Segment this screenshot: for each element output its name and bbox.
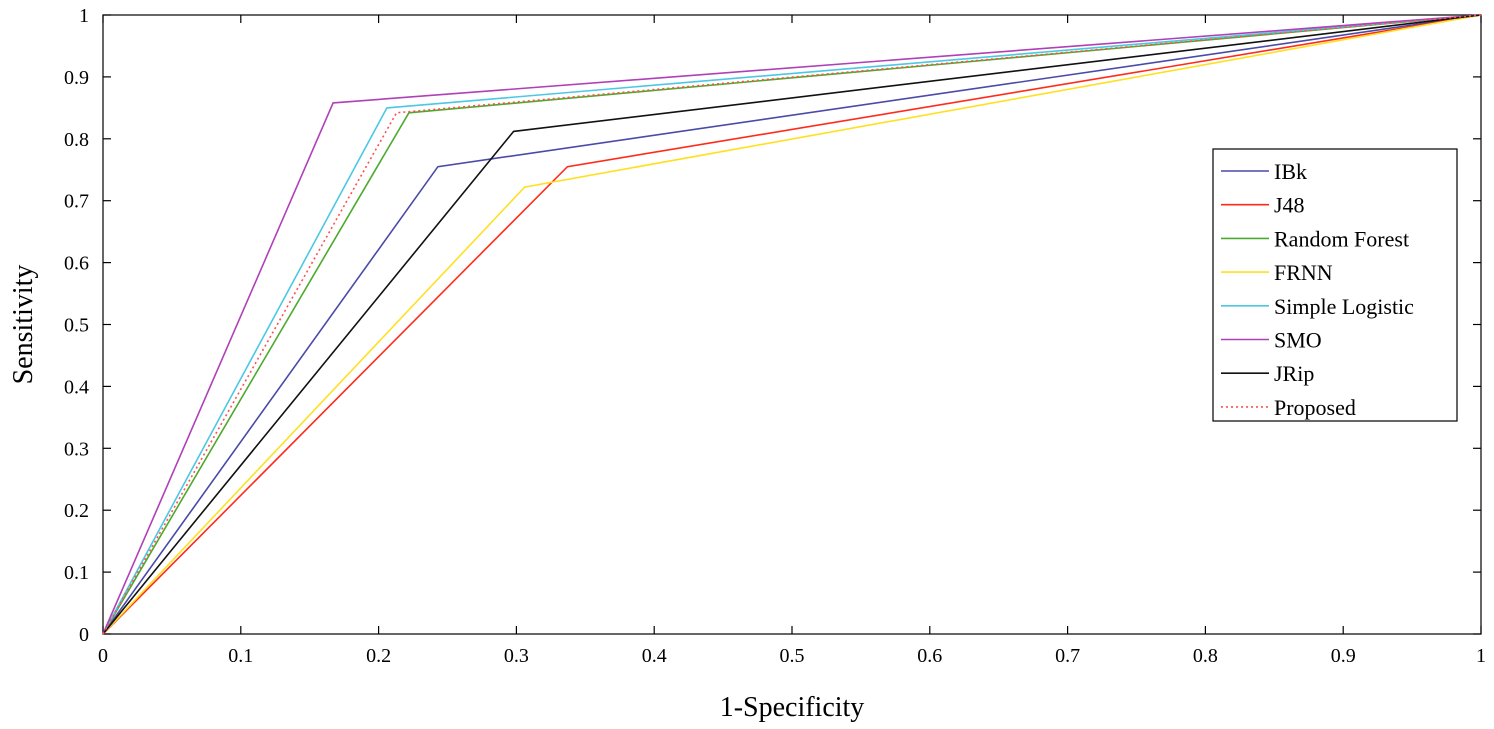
series-line-frnn: [102, 14, 1482, 635]
legend-item: FRNN: [1221, 260, 1333, 285]
y-tick-label: 0.2: [64, 500, 89, 522]
y-tick-label: 0.4: [64, 376, 89, 398]
y-tick-label: 0.3: [64, 438, 89, 460]
legend-label: IBk: [1274, 159, 1307, 184]
legend-label: J48: [1274, 193, 1305, 218]
legend-label: Random Forest: [1274, 226, 1409, 251]
series-line-random-forest: [102, 14, 1482, 635]
y-tick-label: 0.8: [64, 129, 89, 151]
legend-item: SMO: [1221, 328, 1322, 353]
legend-item: IBk: [1221, 159, 1307, 184]
legend-label: JRip: [1274, 361, 1314, 386]
x-tick-label: 0.3: [504, 645, 529, 667]
x-axis-title: 1-Specificity: [720, 692, 865, 723]
x-tick-label: 0.9: [1331, 645, 1356, 667]
y-tick-label: 0.6: [64, 253, 89, 275]
x-axis: 0 0.1 0.2 0.3 0.4 0.5 0.6 0.7 0.8 0.9 1: [98, 15, 1486, 667]
x-tick-label: 0.7: [1055, 645, 1080, 667]
legend-label: SMO: [1274, 328, 1322, 353]
series-line-j48: [102, 14, 1482, 635]
x-tick-label: 0.1: [228, 645, 253, 667]
x-tick-label: 0.6: [917, 645, 942, 667]
x-tick-label: 0.4: [642, 645, 667, 667]
legend-item: Proposed: [1221, 395, 1356, 420]
x-tick-label: 0.8: [1193, 645, 1218, 667]
y-tick-label: 0.7: [64, 191, 89, 213]
x-tick-label: 1: [1476, 645, 1486, 667]
x-tick-label: 0.2: [366, 645, 391, 667]
series-line-simple-logistic: [102, 14, 1482, 635]
y-axis-title: Sensitivity: [8, 265, 39, 385]
y-tick-label: 0.9: [64, 67, 89, 89]
y-tick-label: 0.5: [64, 315, 89, 337]
legend: IBk J48 Random Forest FRNN Simple Logistic SM…: [1212, 148, 1458, 422]
y-tick-label: 0.1: [64, 562, 89, 584]
y-tick-label: 0: [79, 624, 89, 646]
series-layer: [102, 14, 1482, 635]
series-line-smo: [102, 14, 1482, 635]
legend-item: Simple Logistic: [1221, 294, 1414, 319]
legend-label: FRNN: [1274, 260, 1333, 285]
legend-label: Proposed: [1274, 395, 1356, 420]
legend-item: Random Forest: [1221, 226, 1409, 251]
x-tick-label: 0.5: [780, 645, 805, 667]
legend-item: J48: [1221, 193, 1305, 218]
x-tick-label: 0: [98, 645, 108, 667]
series-line-ibk: [102, 14, 1482, 635]
y-tick-label: 1: [79, 5, 89, 27]
y-axis: 0 0.1 0.2 0.3 0.4 0.5 0.6 0.7 0.8 0.9 1: [64, 5, 1481, 646]
legend-item: JRip: [1221, 361, 1314, 386]
legend-box: [1212, 148, 1458, 422]
series-line-jrip: [102, 14, 1482, 635]
legend-label: Simple Logistic: [1274, 294, 1414, 319]
